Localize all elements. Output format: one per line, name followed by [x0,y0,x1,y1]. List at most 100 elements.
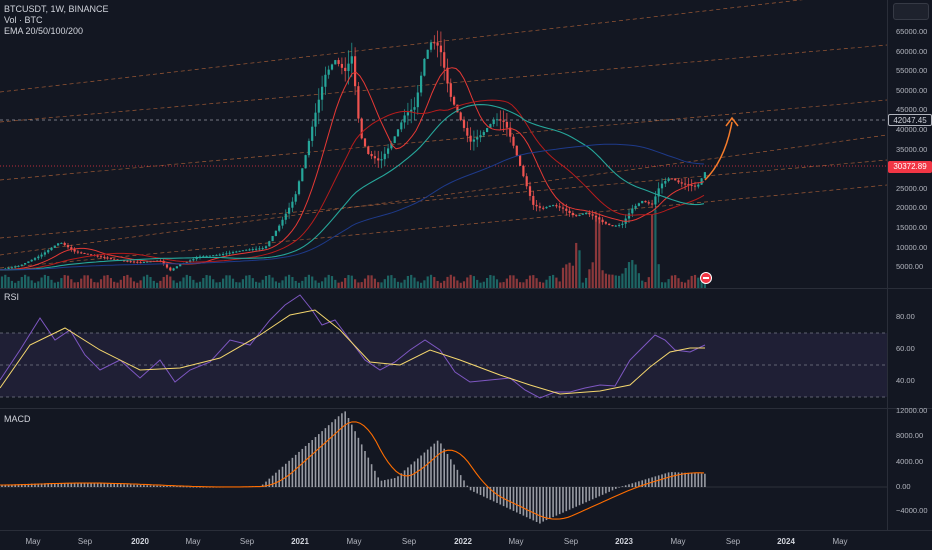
price-candle [179,264,182,267]
macd-histogram-bar [192,486,195,488]
macd-histogram-bar [189,486,191,488]
rsi-label[interactable]: RSI [4,292,20,302]
macd-histogram-bar [456,469,459,487]
volume-bar [568,262,571,288]
macd-histogram-bar [608,487,610,492]
ema200-line [0,143,705,271]
macd-histogram-bar [677,472,680,487]
macd-histogram-bar [364,451,366,487]
macd-histogram-bar [690,473,693,487]
volume-bar [347,275,350,288]
price-tick-label: 60000.00 [896,46,928,56]
volume-bar [644,282,647,288]
symbol-title[interactable]: BTCUSDT, 1W, BINANCE [4,4,109,14]
macd-histogram-bar [281,466,284,487]
volume-bar [139,280,142,288]
price-candle [363,138,367,147]
macd-histogram-bar [70,483,73,487]
ema-label[interactable]: EMA 20/50/100/200 [4,26,84,36]
macd-histogram-bar [93,483,96,487]
macd-histogram-bar [103,483,106,487]
price-candle [674,178,677,181]
price-candle [657,188,660,197]
price-candle [311,126,314,141]
macd-histogram-bar [433,443,436,487]
price-candle [169,267,172,271]
price-candle [30,259,33,262]
macd-histogram-bar [667,472,670,487]
price-candle [373,156,376,159]
price-candle [542,207,545,209]
level-price-marker: 42047.45 [888,114,932,126]
macd-histogram-bar [598,487,601,497]
price-candle [462,120,466,128]
macd-histogram-bar [522,487,525,516]
macd-histogram-bar [195,486,198,488]
macd-histogram-bar [479,487,482,496]
volume-bar [294,280,297,288]
macd-histogram-bar [532,487,535,521]
price-candle [387,148,390,154]
volume-bar [436,280,439,288]
price-candle [390,143,393,149]
price-tick-label: 55000.00 [896,66,928,76]
volume-bar [538,281,541,288]
volume-bar [370,275,373,288]
volume-bar [674,275,677,288]
macd-histogram-bar [555,487,558,516]
pane-separator-rsi[interactable] [0,288,932,289]
volume-bar [350,275,353,288]
price-candle [228,252,231,254]
volume-bar [482,281,485,288]
macd-histogram-bar [34,483,36,487]
volume-bar [641,280,644,288]
price-candle [344,67,347,72]
price-candle [446,67,449,84]
macd-histogram-bar [100,483,102,487]
volume-bar [571,265,574,288]
volume-bar [420,282,423,288]
macd-histogram-bar [14,484,16,487]
volume-bar [205,275,208,288]
volume-bar [561,267,565,288]
price-candle [532,195,535,205]
price-candle [278,225,281,231]
pane-separator-macd[interactable] [0,408,932,409]
volume-bar [677,278,680,288]
volume-bar [413,277,416,288]
price-candle [99,256,103,258]
price-candle [86,253,89,255]
price-candle [654,196,657,205]
price-candle [601,219,604,223]
volume-bar [393,278,396,288]
macd-histogram-bar [700,473,703,487]
volume-bar [50,279,53,288]
price-candle [360,118,363,139]
price-axis-divider [887,0,888,530]
volume-bar [317,282,320,288]
volume-bar [185,274,188,288]
macd-histogram-bar [681,472,683,487]
price-candle [195,257,198,260]
macd-histogram-bar [182,486,185,488]
price-candle [192,259,195,261]
symbol-search-button[interactable] [893,3,929,20]
volume-label[interactable]: Vol · BTC [4,15,43,25]
macd-label[interactable]: MACD [4,414,31,424]
alert-icon[interactable] [700,272,712,284]
macd-histogram-bar [77,483,79,487]
price-tick-label: 10000.00 [896,242,928,252]
macd-histogram-bar [294,454,297,487]
macd-histogram-bar [525,487,528,518]
price-candle [380,159,383,161]
volume-bar [245,275,248,288]
volume-bar [311,276,314,288]
volume-bar [594,215,598,288]
volume-bar [505,278,508,288]
price-candle [66,245,70,248]
macd-histogram-bar [446,454,449,487]
price-candle [637,203,640,206]
price-candle [27,261,30,264]
